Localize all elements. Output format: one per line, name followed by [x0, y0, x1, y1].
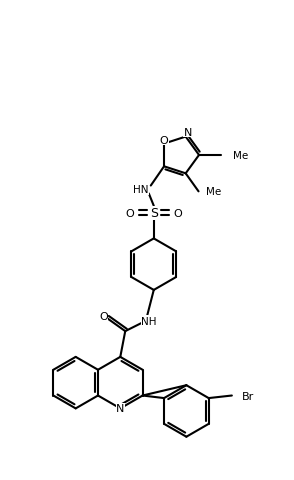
- Text: O: O: [160, 135, 168, 145]
- Text: Br: Br: [242, 391, 254, 401]
- Text: Me: Me: [233, 151, 248, 161]
- Text: O: O: [126, 208, 134, 218]
- Text: Me: Me: [206, 187, 222, 197]
- Text: S: S: [150, 207, 158, 220]
- Text: N: N: [183, 127, 192, 137]
- Text: N: N: [116, 404, 124, 414]
- Text: HN: HN: [133, 185, 149, 195]
- Text: O: O: [99, 312, 108, 322]
- Text: NH: NH: [141, 316, 157, 326]
- Text: O: O: [173, 208, 182, 218]
